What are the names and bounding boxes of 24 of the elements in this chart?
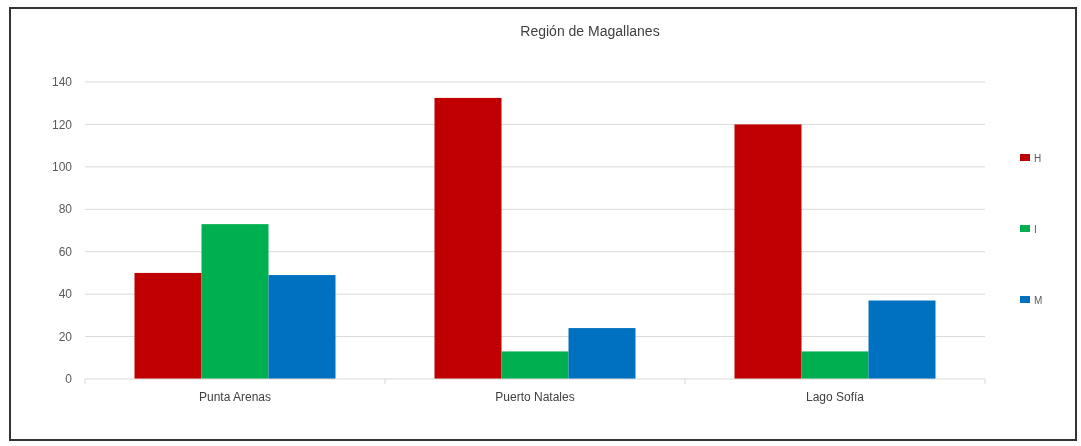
bar bbox=[268, 275, 336, 379]
bar bbox=[734, 124, 802, 379]
bar bbox=[568, 328, 636, 379]
chart-title: Región de Magallanes bbox=[520, 23, 660, 39]
legend-label: M bbox=[1034, 294, 1043, 306]
bar bbox=[201, 224, 269, 379]
y-tick-label: 100 bbox=[51, 160, 73, 175]
y-tick-label: 120 bbox=[51, 117, 73, 132]
bar bbox=[434, 97, 502, 379]
x-tick-label: Punta Arenas bbox=[198, 390, 272, 404]
x-tick-label: Lago Sofía bbox=[805, 390, 865, 404]
y-tick-label: 140 bbox=[51, 75, 73, 90]
bar bbox=[868, 300, 936, 379]
y-tick-label: 0 bbox=[65, 372, 73, 387]
y-tick-label: 60 bbox=[58, 244, 73, 259]
y-tick-label: 80 bbox=[58, 202, 73, 217]
y-tick-label: 20 bbox=[58, 329, 73, 344]
x-tick-label: Puerto Natales bbox=[495, 390, 575, 404]
legend-label: H bbox=[1034, 152, 1042, 164]
legend-label: I bbox=[1034, 223, 1037, 235]
bar bbox=[801, 351, 869, 379]
y-tick-label: 40 bbox=[58, 287, 73, 302]
bar bbox=[134, 272, 202, 379]
bar bbox=[501, 351, 569, 379]
